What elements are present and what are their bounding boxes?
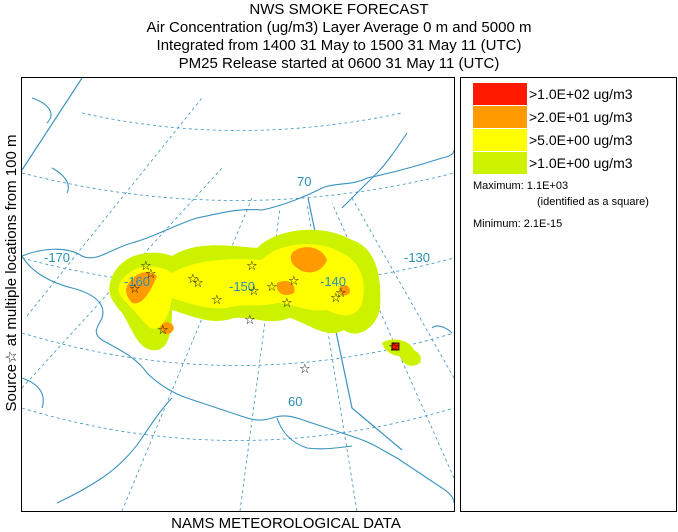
subtitle-quantity: Air Concentration (ug/m3) Layer Average … bbox=[146, 19, 532, 36]
source-star-icon: ☆ bbox=[299, 362, 311, 377]
longitude-label: -140 bbox=[320, 274, 346, 289]
maximum-square bbox=[391, 342, 400, 351]
coastline-west-south bbox=[22, 255, 454, 504]
date-line bbox=[22, 78, 83, 171]
source-star-icon: ☆ bbox=[211, 293, 223, 308]
source-star-icon: ☆ bbox=[244, 313, 256, 328]
maximum-value: Maximum: 1.1E+03 bbox=[473, 180, 569, 192]
longitude-label: -170 bbox=[44, 250, 70, 265]
smoke-contour-high bbox=[276, 281, 295, 295]
latitude-line bbox=[22, 407, 454, 441]
legend-label: >2.0E+01 ug/m3 bbox=[529, 109, 633, 125]
source-star-icon: ☆ bbox=[288, 274, 300, 289]
coastline-north bbox=[22, 149, 454, 259]
smoke-contour-outer bbox=[399, 348, 421, 366]
coastline-canada bbox=[341, 132, 408, 209]
legend-swatch bbox=[473, 152, 527, 174]
coastline-peninsula bbox=[56, 397, 173, 504]
coastline-island bbox=[431, 325, 453, 334]
legend-label: >5.0E+00 ug/m3 bbox=[529, 132, 633, 148]
legend-swatch bbox=[473, 129, 527, 151]
coastline-island bbox=[51, 167, 69, 194]
smoke-contour-high bbox=[339, 285, 350, 296]
coastline-siberia bbox=[31, 97, 52, 124]
longitude-label: -150 bbox=[229, 279, 255, 294]
legend-label: >1.0E+02 ug/m3 bbox=[529, 86, 633, 102]
longitude-line bbox=[351, 197, 454, 379]
legend-swatch bbox=[473, 83, 527, 105]
source-star-icon: ☆ bbox=[330, 291, 342, 306]
source-star-icon: ☆ bbox=[187, 272, 199, 287]
longitude-line bbox=[121, 197, 253, 511]
source-markers: ☆ ☆ ☆ ☆ ☆ ☆ ☆ ☆ ☆ ☆ ☆ ☆ ☆ ☆ ☆ ☆ ☆ bbox=[129, 259, 400, 377]
longitude-label: -130 bbox=[404, 250, 430, 265]
source-star-icon: ☆ bbox=[192, 276, 204, 291]
source-star-icon: ☆ bbox=[140, 259, 152, 274]
latitude-label: 60 bbox=[288, 394, 302, 409]
subtitle-release: PM25 Release started at 0600 31 May 11 (… bbox=[178, 55, 500, 72]
smoke-contour-high bbox=[160, 322, 174, 334]
data-source-label: NAMS METEOROLOGICAL DATA bbox=[171, 515, 401, 532]
legend-swatch bbox=[473, 106, 527, 128]
latitude-line bbox=[22, 332, 454, 366]
coastline bbox=[22, 97, 454, 504]
source-star-icon: ☆ bbox=[129, 282, 141, 297]
minimum-value: Minimum: 2.1E-15 bbox=[473, 218, 563, 230]
maximum-note: (identified as a square) bbox=[537, 196, 649, 208]
smoke-plume bbox=[109, 229, 421, 366]
source-star-icon: ☆ bbox=[266, 280, 278, 295]
smoke-contour-high bbox=[290, 247, 327, 273]
map-svg: 70 60 -170 -160 -150 -140 -130 ☆ ☆ ☆ ☆ ☆… bbox=[22, 78, 454, 511]
map-panel: 70 60 -170 -160 -150 -140 -130 ☆ ☆ ☆ ☆ ☆… bbox=[21, 77, 455, 512]
smoke-contour-high bbox=[126, 272, 157, 304]
coastline-island bbox=[22, 377, 44, 409]
legend-label: >1.0E+00 ug/m3 bbox=[529, 155, 633, 171]
longitude-line bbox=[26, 97, 203, 317]
source-star-icon: ☆ bbox=[335, 286, 347, 301]
source-star-icon: ☆ bbox=[281, 296, 293, 311]
source-star-icon: ☆ bbox=[145, 267, 157, 282]
latitude-label: 70 bbox=[297, 174, 311, 189]
subtitle-integration: Integrated from 1400 31 May to 1500 31 M… bbox=[156, 37, 522, 54]
longitude-line bbox=[22, 167, 223, 389]
source-label: Source☆ at multiple locations from 100 m bbox=[3, 134, 20, 412]
chart-title: NWS SMOKE FORECAST bbox=[249, 1, 429, 18]
longitude-label: -160 bbox=[124, 274, 150, 289]
legend-panel: >1.0E+02 ug/m3 >2.0E+01 ug/m3 >5.0E+00 u… bbox=[460, 77, 677, 512]
coastline-gulf bbox=[276, 417, 353, 450]
source-star-icon: ☆ bbox=[388, 340, 400, 355]
source-star-icon: ☆ bbox=[246, 259, 258, 274]
latitude-line bbox=[22, 172, 454, 201]
latitude-line bbox=[81, 112, 403, 131]
source-star-icon: ☆ bbox=[248, 284, 260, 299]
source-star-icon: ☆ bbox=[157, 323, 169, 338]
